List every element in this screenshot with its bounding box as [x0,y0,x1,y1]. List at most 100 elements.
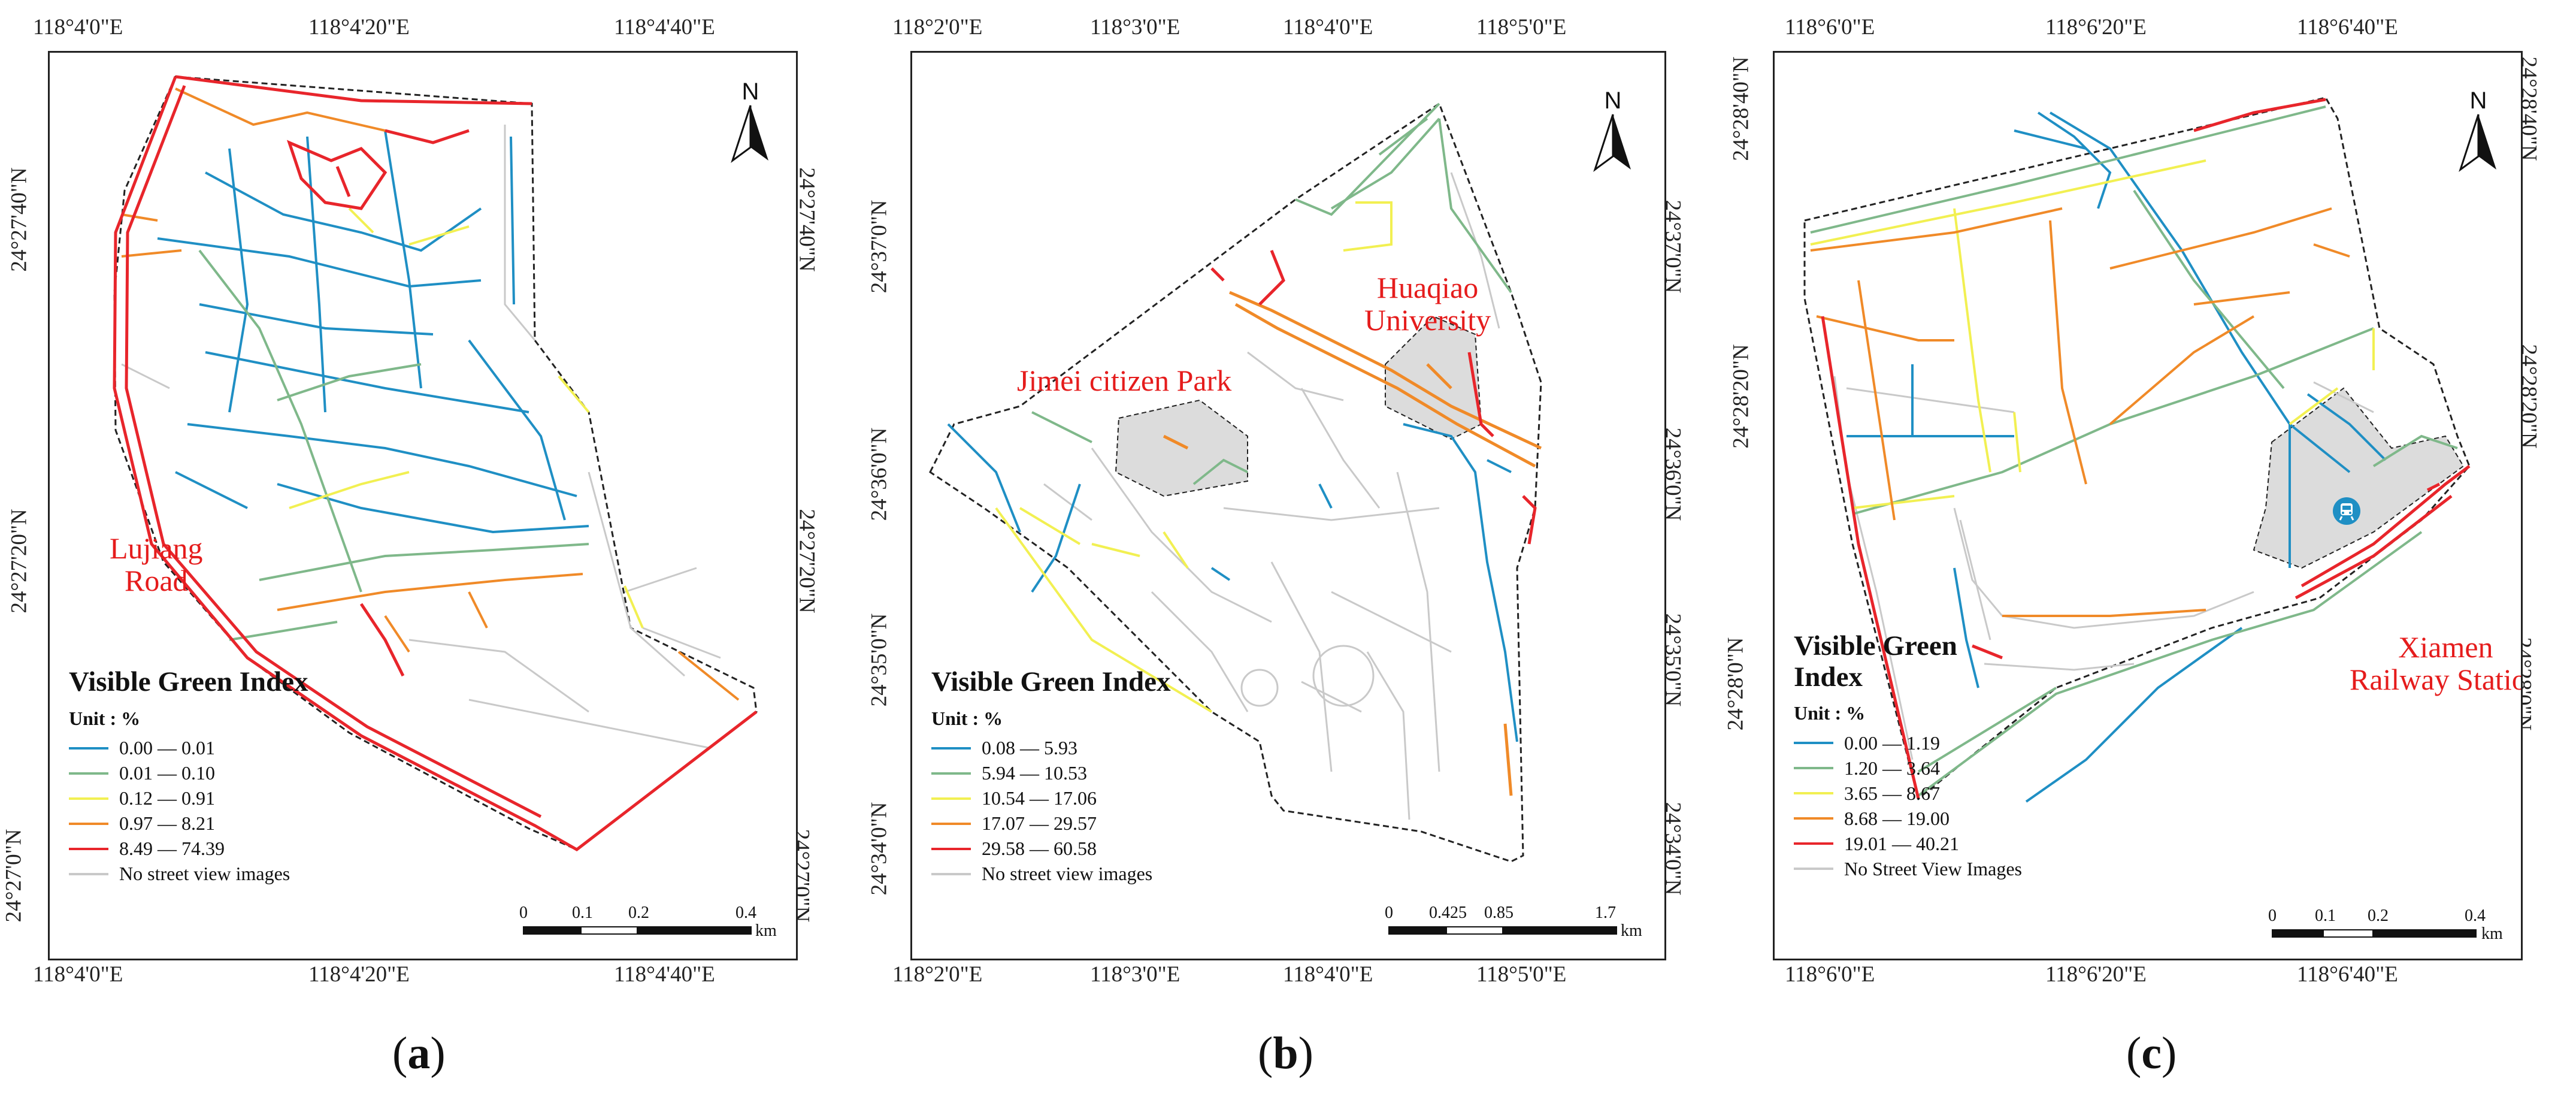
legend-swatch-b-5 [931,847,971,850]
scale-label-c-3: 0.2 [2368,906,2389,925]
legend-swatch-c-6 [1794,868,1833,871]
legend-label-b-3: 10.54 — 17.06 [982,787,1097,809]
scale-label-b-4: 1.7 [1595,903,1616,922]
map-frame-a: Lujiang Road N Visible Green Index Unit … [48,51,798,960]
map-frame-c: Xiamen Railway Station N Visible Green I… [1773,51,2523,960]
class3-roads-a [289,207,644,628]
legend-row-c-4: 8.68 — 19.00 [1794,806,2022,831]
scale-label-c-4: 0.4 [2465,906,2486,925]
class4-roads-c [1810,207,2350,617]
scale-unit-c: km [2481,924,2503,943]
legend-label-b-6: No street view images [982,863,1153,885]
map-panel-c: 118°6'0"E 118°6'20"E 118°6'40"E 118°6'0"… [1723,0,2576,1097]
legend-swatch-c-1 [1794,742,1833,745]
study-area-boundary-a [113,75,758,851]
legend-row-b-5: 29.58 — 60.58 [931,836,1171,862]
scale-segment-b-1 [1388,926,1446,935]
place-label-jimei-citizen-park: Jimei citizen Park [1017,364,1232,397]
map-panel-b: 118°2'0"E 118°3'0"E 118°4'0"E 118°5'0"E … [856,0,1719,1097]
class3-roads-b [995,201,1393,713]
legend-swatch-c-2 [1794,767,1833,770]
legend-swatch-b-3 [931,797,971,800]
no-data-roads-a [121,125,721,749]
scale-label-c-1: 0 [2268,906,2277,925]
left-tick-c-3: 24°28'0"N [1723,637,1748,731]
legend-row-b-3: 10.54 — 17.06 [931,786,1171,811]
legend-row-b-1: 0.08 — 5.93 [931,736,1171,761]
scale-segment-a-2 [580,926,638,935]
scale-bar-b: 0 0.425 0.85 1.7 km [1385,903,1652,951]
north-arrow-icon: N [2459,87,2496,172]
legend-label-c-2: 1.20 — 3.64 [1844,757,1940,779]
left-tick-b-2: 24°36'0"N [867,427,892,521]
bottom-tick-b-3: 118°4'0"E [1283,962,1373,987]
legend-label-c-4: 8.68 — 19.00 [1844,807,1950,829]
scale-segment-b-2 [1446,926,1503,935]
scale-bar-c: 0 0.1 0.2 0.4 km [2268,906,2521,954]
legend-title-b: Visible Green Index [931,666,1171,697]
place-label-huaqiao-university: Huaqiao University [1364,271,1491,337]
legend-label-a-6: No street view images [119,863,290,885]
legend-row-a-5: 8.49 — 74.39 [69,836,308,862]
legend-row-b-6: No street view images [931,862,1171,887]
legend-row-c-3: 3.65 — 8.67 [1794,781,2022,806]
north-arrow-label: N [742,78,759,105]
legend-swatch-a-6 [69,872,108,875]
bottom-tick-c-3: 118°6'40"E [2297,962,2398,987]
class4-roads-a [121,87,740,701]
class5-roads-b [1210,250,1537,545]
legend-unit-c: Unit : % [1794,702,1866,724]
legend-swatch-a-3 [69,797,108,800]
top-tick-c-2: 118°6'20"E [2045,15,2147,40]
class1-roads-a [157,130,589,534]
bottom-tick-c-1: 118°6'0"E [1785,962,1875,987]
scale-label-c-2: 0.1 [2315,906,2336,925]
legend-row-a-3: 0.12 — 0.91 [69,786,308,811]
left-tick-b-4: 24°34'0"N [867,802,892,896]
north-arrow-label: N [1605,87,1622,114]
left-tick-b-1: 24°37'0"N [867,200,892,294]
scale-label-a-4: 0.4 [735,903,756,922]
legend-swatch-b-2 [931,772,971,775]
scale-segment-a-3 [638,926,752,935]
caption-c: (c) [2126,1028,2177,1078]
legend-label-c-1: 0.00 — 1.19 [1844,732,1940,754]
legend-label-a-4: 0.97 — 8.21 [119,812,215,835]
legend-label-a-3: 0.12 — 0.91 [119,787,215,809]
legend-label-a-5: 8.49 — 74.39 [119,838,225,860]
caption-b: (b) [1258,1028,1313,1078]
class3-roads-c [1810,159,2375,509]
legend-label-b-2: 5.94 — 10.53 [982,762,1087,784]
jimei-citizen-park-area [1115,399,1248,497]
scale-label-b-2: 0.425 [1429,903,1467,922]
legend-swatch-c-3 [1794,792,1833,795]
scale-segment-a-1 [523,926,580,935]
legend-c: Visible Green Index Unit : % 0.00 — 1.19… [1794,630,2022,881]
class2-roads-b [1031,102,1512,485]
class1-roads-b [947,423,1518,742]
legend-row-a-6: No street view images [69,862,308,887]
legend-swatch-a-4 [69,822,108,825]
left-tick-c-1: 24°28'40"N [1729,56,1754,161]
top-tick-a-3: 118°4'40"E [614,15,715,40]
legend-swatch-b-4 [931,822,971,825]
legend-label-b-1: 0.08 — 5.93 [982,737,1077,759]
legend-row-b-4: 17.07 — 29.57 [931,811,1171,836]
legend-unit-b: Unit : % [931,707,1003,729]
top-tick-b-2: 118°3'0"E [1090,15,1180,40]
legend-row-b-2: 5.94 — 10.53 [931,761,1171,786]
map-canvas-b [929,102,1542,863]
caption-letter-c: c [2141,1028,2162,1078]
legend-label-c-5: 19.01 — 40.21 [1844,832,1959,854]
scale-segment-c-2 [2323,929,2374,938]
legend-row-c-1: 0.00 — 1.19 [1794,730,2022,755]
north-arrow-icon: N [731,78,768,163]
legend-swatch-a-5 [69,847,108,850]
place-label-lujiang-road: Lujiang Road [110,531,203,597]
bottom-tick-b-4: 118°5'0"E [1476,962,1567,987]
class5-roads-c [1821,98,2471,799]
legend-swatch-b-1 [931,747,971,750]
top-tick-a-1: 118°4'0"E [33,15,123,40]
scale-unit-b: km [1621,921,1642,940]
caption-letter-a: a [407,1028,431,1078]
